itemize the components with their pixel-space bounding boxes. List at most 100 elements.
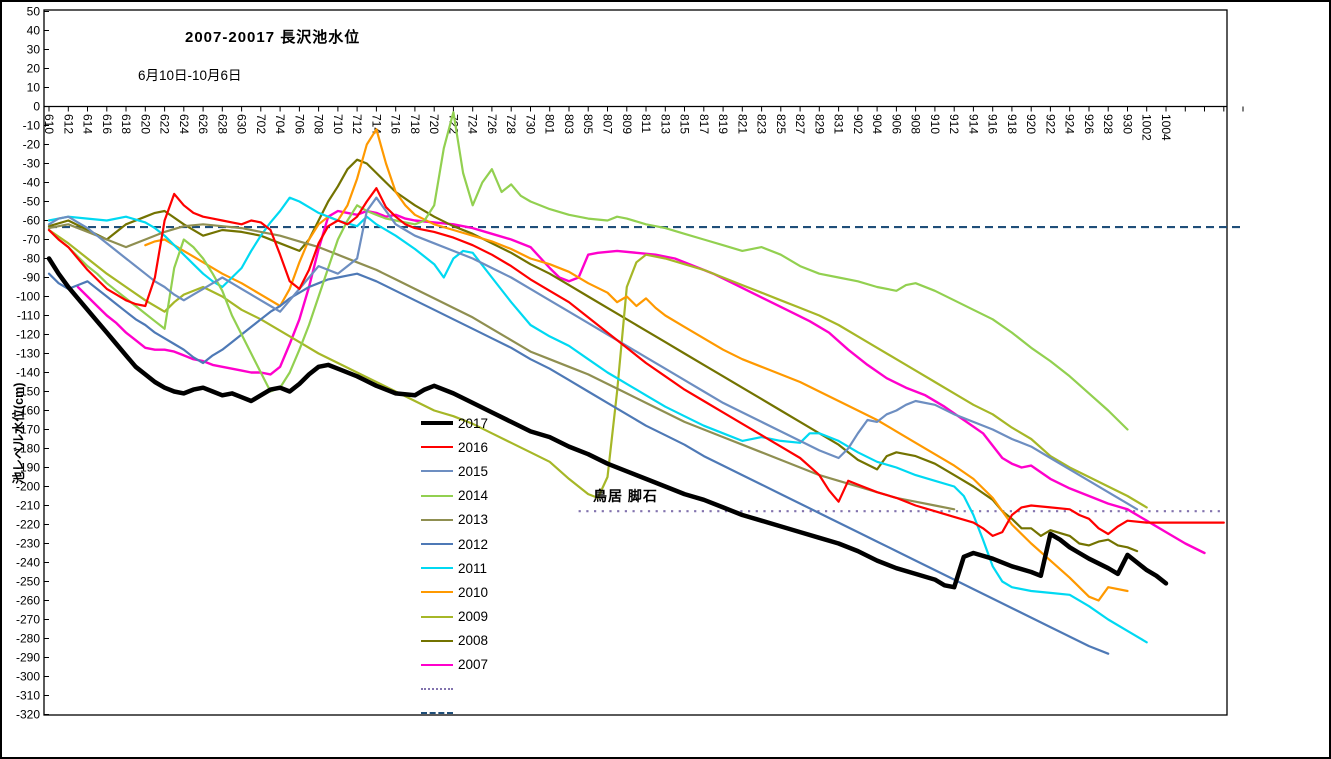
legend-item-2008: 2008 xyxy=(421,629,488,653)
legend-item-2007: 2007 xyxy=(421,653,488,677)
x-tick-label: 618 xyxy=(119,114,133,134)
y-tick-label: -240 xyxy=(16,556,40,570)
legend-label: 2014 xyxy=(458,488,489,504)
x-tick-label: 712 xyxy=(350,114,364,134)
y-tick-label: -290 xyxy=(16,651,40,665)
x-tick-label: 924 xyxy=(1063,114,1077,134)
x-tick-label: 922 xyxy=(1043,114,1057,134)
chart-subtitle: 6月10日-10月6日 xyxy=(138,68,242,83)
x-tick-label: 809 xyxy=(620,114,634,134)
legend-label: 2017 xyxy=(458,415,489,431)
y-tick-label: -60 xyxy=(23,214,41,228)
series-2016-line xyxy=(47,187,1225,538)
x-tick-label: 730 xyxy=(524,114,538,134)
x-axis: 610 612 614 616 618 620 622 624 626 628 630 702 704 7… xyxy=(42,106,1244,141)
x-tick-label: 912 xyxy=(947,114,961,134)
x-tick-label: 1004 xyxy=(1159,114,1173,141)
x-tick-label: 815 xyxy=(678,114,692,134)
y-tick-label: -250 xyxy=(16,575,40,589)
y-tick-label: -320 xyxy=(16,708,40,722)
legend-item-2016: 2016 xyxy=(421,435,488,459)
x-tick-label: 628 xyxy=(215,114,229,134)
x-tick-label: 904 xyxy=(870,114,884,134)
y-tick-label: -160 xyxy=(16,404,40,418)
y-tick-label: -230 xyxy=(16,537,40,551)
legend-line-sample xyxy=(421,421,453,426)
y-tick-label: -260 xyxy=(16,594,40,608)
legend-item-2013: 2013 xyxy=(421,508,488,532)
x-tick-label: 805 xyxy=(581,114,595,134)
x-tick-label: 906 xyxy=(889,114,903,134)
y-tick-label: -110 xyxy=(17,309,40,323)
x-tick-label: 1002 xyxy=(1140,114,1154,141)
y-tick-label: 20 xyxy=(27,62,41,76)
x-tick-label: 825 xyxy=(774,114,788,134)
y-tick-label: 10 xyxy=(27,81,41,95)
x-tick-label: 614 xyxy=(81,114,95,134)
x-tick-label: 714 xyxy=(369,114,383,134)
series-2009-line xyxy=(47,228,1148,509)
legend-item-2009: 2009 xyxy=(421,605,488,629)
x-tick-label: 706 xyxy=(292,114,306,134)
y-tick-label: -210 xyxy=(16,499,40,513)
legend-item-2015: 2015 xyxy=(421,459,488,483)
x-tick-label: 610 xyxy=(42,114,56,134)
legend-label: 2013 xyxy=(458,512,489,528)
y-tick-label: -100 xyxy=(16,290,40,304)
x-tick-label: 616 xyxy=(100,114,114,134)
x-tick-label: 817 xyxy=(697,114,711,134)
legend-line-sample xyxy=(421,446,453,449)
y-axis-title: 池レベル水位(cm) xyxy=(12,382,26,484)
x-tick-label: 801 xyxy=(543,114,557,134)
x-tick-label: 831 xyxy=(832,114,846,134)
series-2012-line xyxy=(47,272,1110,655)
legend-item-2011: 2011 xyxy=(421,556,488,580)
x-tick-label: 726 xyxy=(485,114,499,134)
legend-item-2012: 2012 xyxy=(421,532,488,556)
y-tick-label: -90 xyxy=(23,271,41,285)
legend-line-sample xyxy=(421,543,453,546)
series-2011-line xyxy=(47,196,1148,644)
series-2015-line xyxy=(47,196,1139,511)
y-tick-label: -180 xyxy=(16,442,40,456)
x-tick-label: 710 xyxy=(331,114,345,134)
y-tick-label: 50 xyxy=(27,5,41,19)
legend-label: 2015 xyxy=(458,463,489,479)
x-tick-label: 821 xyxy=(735,114,749,134)
x-tick-label: 728 xyxy=(504,114,518,134)
x-tick-label: 930 xyxy=(1121,114,1135,134)
y-tick-label: 30 xyxy=(27,43,41,57)
x-tick-label: 920 xyxy=(1024,114,1038,134)
legend-label: 2010 xyxy=(458,584,489,600)
legend: 2017 2016 2015 2014 2013 2012 2011 2010 2009 2008… xyxy=(421,411,488,725)
x-tick-label: 916 xyxy=(986,114,1000,134)
legend-item-2014: 2014 xyxy=(421,484,488,508)
legend-line-sample xyxy=(421,663,453,666)
y-tick-label: 0 xyxy=(33,100,40,114)
y-tick-label: -80 xyxy=(23,252,41,266)
y-tick-label: -10 xyxy=(23,119,41,133)
legend-label: 2009 xyxy=(458,609,489,625)
legend-item-dotted xyxy=(421,677,488,701)
x-tick-label: 918 xyxy=(1005,114,1019,134)
legend-label: 2016 xyxy=(458,439,489,455)
x-tick-label: 624 xyxy=(177,114,191,134)
x-tick-label: 626 xyxy=(196,114,210,134)
y-tick-label: -120 xyxy=(16,328,40,342)
y-tick-label: -140 xyxy=(16,366,40,380)
x-tick-label: 910 xyxy=(928,114,942,134)
legend-line-sample xyxy=(421,712,453,715)
x-tick-label: 819 xyxy=(716,114,730,134)
y-tick-label: -150 xyxy=(16,385,40,399)
x-tick-label: 720 xyxy=(427,114,441,134)
x-tick-label: 914 xyxy=(966,114,980,134)
x-tick-label: 807 xyxy=(601,114,615,134)
legend-line-sample xyxy=(421,688,453,691)
y-tick-label: -20 xyxy=(23,138,41,152)
y-tick-label: -50 xyxy=(23,195,41,209)
y-tick-label: -220 xyxy=(16,518,40,532)
legend-line-sample xyxy=(421,518,453,521)
legend-label: 2011 xyxy=(458,560,488,576)
y-tick-label: -40 xyxy=(23,176,41,190)
